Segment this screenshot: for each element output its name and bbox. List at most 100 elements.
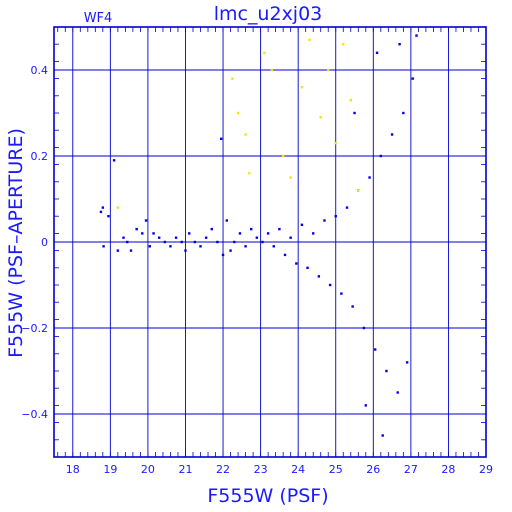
data-point <box>101 206 105 209</box>
data-point <box>345 206 349 209</box>
data-point <box>405 361 409 364</box>
data-point <box>319 116 322 119</box>
data-point <box>328 283 332 287</box>
data-point <box>99 210 103 214</box>
data-point <box>308 38 311 42</box>
data-point <box>323 219 326 222</box>
x-tick-label: 21 <box>178 463 192 476</box>
data-point <box>199 245 202 248</box>
y-axis-label: F555W (PSF–APERTURE) <box>5 128 27 358</box>
data-point <box>312 232 315 235</box>
data-point <box>216 240 219 244</box>
data-point <box>398 43 401 46</box>
data-point <box>126 240 129 244</box>
data-point <box>261 240 264 244</box>
data-point <box>244 133 247 136</box>
data-points <box>99 34 418 437</box>
data-point <box>381 434 384 437</box>
x-tick-label: 28 <box>441 463 455 476</box>
y-tick-label: 0.4 <box>31 64 49 77</box>
data-point <box>357 189 360 192</box>
chart-subtitle: WF4 <box>84 11 113 26</box>
data-point <box>281 154 285 158</box>
data-point <box>135 227 138 231</box>
data-point <box>295 262 298 265</box>
data-point <box>375 51 379 54</box>
minor-ticks <box>54 26 487 458</box>
data-point <box>122 236 125 239</box>
data-point <box>351 305 354 308</box>
data-point <box>373 348 377 351</box>
data-point <box>193 240 197 244</box>
data-point <box>379 154 383 158</box>
x-axis-label: F555W (PSF) <box>207 485 328 507</box>
data-point <box>144 219 148 222</box>
data-point <box>157 236 161 239</box>
data-point <box>238 232 242 235</box>
data-point <box>342 43 345 46</box>
data-point <box>255 236 259 239</box>
data-point <box>236 111 240 115</box>
plot-frame <box>53 26 487 458</box>
data-point <box>188 232 191 235</box>
data-point <box>415 34 418 37</box>
chart-title: lmc_u2xj03 <box>214 3 323 25</box>
data-point <box>334 141 337 145</box>
data-point <box>248 172 251 175</box>
data-point <box>385 369 388 373</box>
data-point <box>244 245 247 248</box>
data-point <box>402 111 405 115</box>
y-tick-label: 0.2 <box>31 150 49 163</box>
data-point <box>174 236 178 239</box>
data-point <box>368 176 371 179</box>
data-point <box>317 275 321 278</box>
data-point <box>204 236 208 239</box>
data-point <box>116 206 120 209</box>
data-point <box>300 86 304 89</box>
data-point <box>210 227 213 231</box>
data-point <box>112 159 116 162</box>
data-point <box>107 215 110 218</box>
data-point <box>180 240 183 244</box>
data-point <box>278 227 281 231</box>
data-point <box>300 223 304 226</box>
y-tick-label: 0 <box>41 236 48 249</box>
data-point <box>289 176 292 179</box>
data-point <box>334 215 337 218</box>
x-tick-label: 20 <box>141 463 155 476</box>
data-point <box>364 404 367 407</box>
data-point <box>306 266 309 269</box>
data-point <box>163 240 167 244</box>
data-point <box>390 133 394 136</box>
data-point <box>340 292 343 295</box>
x-tick-label: 26 <box>366 463 380 476</box>
x-tick-label: 19 <box>103 463 117 476</box>
data-point <box>272 245 275 248</box>
x-tick-label: 18 <box>66 463 80 476</box>
data-point <box>116 249 120 252</box>
x-tick-label: 22 <box>216 463 230 476</box>
data-point <box>411 77 414 80</box>
data-point <box>148 245 151 248</box>
data-point <box>263 51 266 54</box>
y-tick-labels: 0.4 0.2 0 −0.2 −0.4 <box>21 64 48 421</box>
data-point <box>225 219 228 222</box>
data-point <box>184 249 187 252</box>
data-point <box>349 98 352 102</box>
data-point <box>231 77 234 80</box>
x-tick-label: 24 <box>291 463 305 476</box>
data-point <box>229 249 232 252</box>
data-point <box>129 249 133 252</box>
x-tick-label: 23 <box>254 463 268 476</box>
data-point <box>270 68 274 72</box>
data-point <box>102 245 105 248</box>
x-tick-labels: 18 19 20 21 22 23 24 25 26 27 28 29 <box>66 463 493 476</box>
data-point <box>169 245 172 248</box>
y-tick-label: −0.2 <box>21 322 48 335</box>
data-point <box>362 326 366 330</box>
x-tick-label: 29 <box>479 463 493 476</box>
data-point <box>289 236 292 239</box>
data-point <box>219 137 223 140</box>
